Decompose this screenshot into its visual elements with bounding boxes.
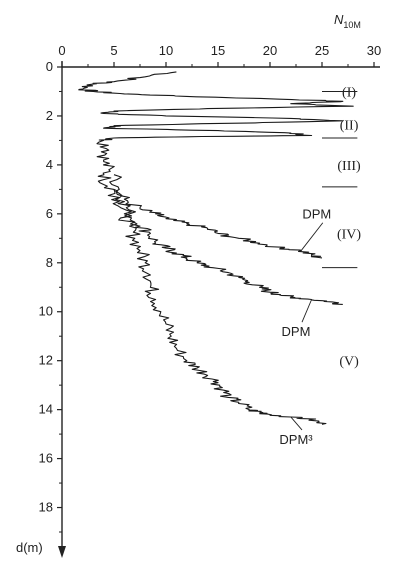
series-leader-line-1 (300, 222, 324, 251)
series-line-1 (78, 71, 354, 259)
x-tick-label: 20 (263, 43, 277, 58)
y-tick-label: 2 (46, 108, 53, 123)
y-tick-label: 8 (46, 255, 53, 270)
x-tick-label: 30 (367, 43, 381, 58)
y-tick-label: 10 (39, 304, 53, 319)
series-line-2 (109, 174, 343, 305)
x-tick-label: 5 (110, 43, 117, 58)
series-leader-line-3 (290, 416, 303, 431)
x-tick-label: 10 (159, 43, 173, 58)
x-axis-title-sub: 10M (343, 20, 361, 30)
series-label-3: DPM³ (279, 432, 313, 447)
y-tick-label: 0 (46, 59, 53, 74)
y-tick-label: 18 (39, 500, 53, 515)
series-line-3 (107, 189, 327, 425)
x-tick-label: 15 (211, 43, 225, 58)
series-leader-line-2 (301, 299, 313, 323)
y-axis-arrow (58, 546, 66, 558)
layer-label-2: (II) (340, 119, 359, 134)
x-axis-title: N10M (334, 12, 361, 30)
x-tick-label: 0 (58, 43, 65, 58)
y-tick-label: 12 (39, 353, 53, 368)
layer-annotations: (I) (II) (III) (IV) (V) (322, 85, 361, 370)
y-axis-title: d(m) (16, 540, 43, 555)
y-tick-label: 6 (46, 206, 53, 221)
y-tick-label: 4 (46, 157, 53, 172)
series-label-1: DPM (302, 207, 331, 222)
layer-label-4: (IV) (337, 227, 361, 242)
x-axis: 0 5 10 15 20 25 30 N10M (58, 12, 381, 68)
y-tick-label: 16 (39, 451, 53, 466)
layer-label-3: (III) (337, 159, 361, 174)
x-tick-label: 25 (315, 43, 329, 58)
x-axis-title-main: N (334, 12, 344, 27)
layer-label-5: (V) (339, 355, 359, 370)
series-label-2: DPM (282, 324, 311, 339)
series-layer: DPM DPM DPM³ (78, 71, 354, 447)
layer-label-1: (I) (342, 85, 356, 100)
y-tick-label: 14 (39, 402, 53, 417)
y-axis: 0 2 4 6 8 10 12 14 16 18 d(m) (16, 59, 66, 558)
